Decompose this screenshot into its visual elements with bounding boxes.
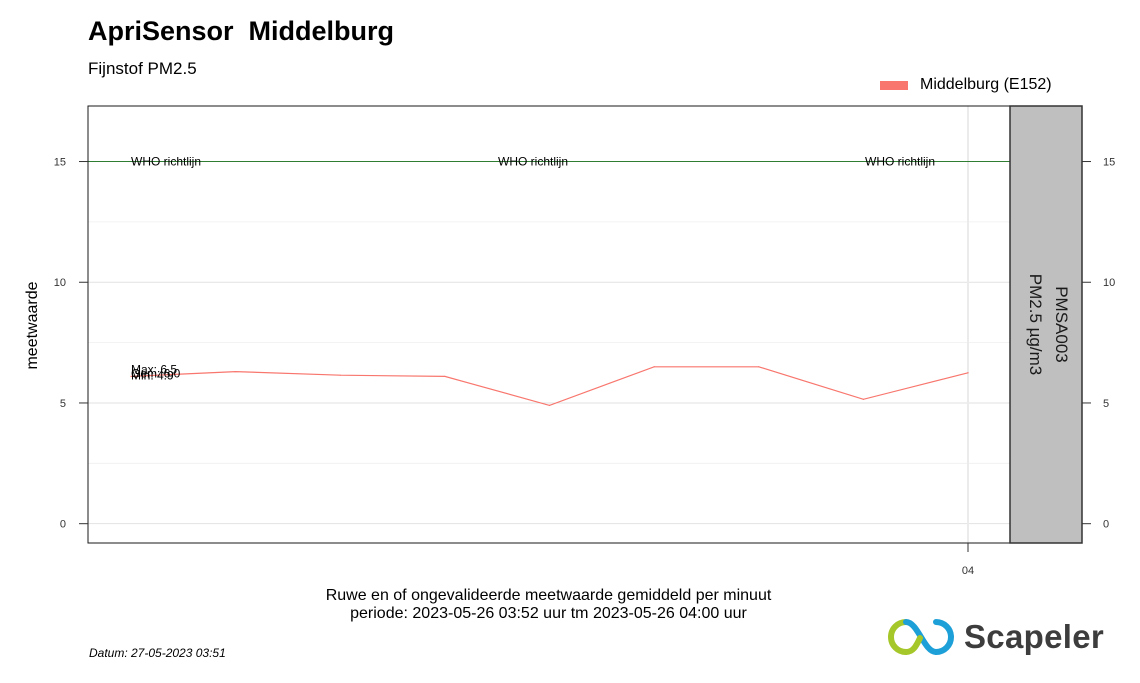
who-label-2: WHO richtlijn [498,155,568,169]
page-title: ApriSensor Middelburg [88,16,395,46]
annotation-gem: Gem: 6.0 [131,366,181,380]
facet-strip-background [1009,105,1083,544]
series-layer [130,366,969,407]
scapeler-logo-icon [888,619,954,655]
x-tick-label: 04 [962,565,974,577]
data-point [653,366,655,368]
y-axis-title: meetwaarde [24,281,41,369]
who-label-1: WHO richtlijn [131,155,201,169]
date-stamp: Datum: 27-05-2023 03:51 [89,646,226,660]
data-point [967,372,969,374]
y-tick-label-left: 15 [54,157,66,169]
data-point [862,398,864,400]
scapeler-logo: Scapeler [884,616,1104,658]
facet-strip: PMSA003 PM2.5 µg/m3 [1009,105,1083,544]
facet-label-line-2: PM2.5 µg/m3 [1026,274,1045,375]
legend-swatch [880,80,908,90]
annotation-min: Min: 4.9 [131,368,174,382]
page-subtitle: Fijnstof PM2.5 [88,59,197,78]
y-tick-label-left: 10 [54,277,66,289]
who-label-3: WHO richtlijn [865,155,935,169]
data-point [444,375,446,378]
reference-line: WHO richtlijn WHO richtlijn WHO richtlijn [88,155,1010,169]
y-tick-label-left: 0 [60,519,66,531]
data-point [339,374,341,376]
legend: Middelburg (E152) [880,76,1052,94]
scapeler-logo-text: Scapeler [964,618,1104,655]
data-point [130,375,132,378]
y-tick-label-left: 5 [60,398,66,410]
data-point [758,366,760,368]
caption-line-2: periode: 2023-05-26 03:52 uur tm 2023-05… [350,605,747,622]
y-tick-label-right: 15 [1103,157,1115,169]
y-tick-label-right: 0 [1103,519,1109,531]
caption-line-1: Ruwe en of ongevalideerde meetwaarde gem… [325,587,772,604]
data-point [548,404,551,406]
facet-label-line-1: PMSA003 [1052,286,1071,363]
plot-background [88,106,1010,543]
data-point [235,370,237,373]
y-tick-label-right: 10 [1103,277,1115,289]
plot-panel [88,106,1010,543]
legend-label: Middelburg (E152) [920,76,1052,93]
y-tick-label-right: 5 [1103,398,1109,410]
annotation-max: Max: 6.5 [131,362,177,376]
chart-caption: Ruwe en of ongevalideerde meetwaarde gem… [0,587,1097,623]
